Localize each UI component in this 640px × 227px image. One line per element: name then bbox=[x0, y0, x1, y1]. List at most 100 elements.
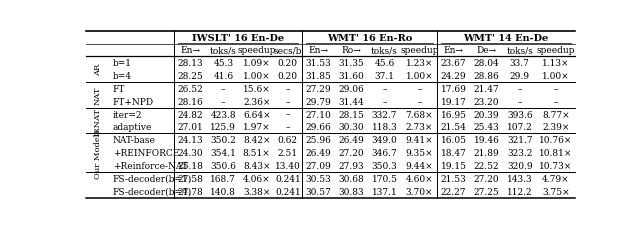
Text: 143.3: 143.3 bbox=[507, 174, 532, 183]
Text: NAT-base: NAT-base bbox=[113, 136, 156, 145]
Text: 25.96: 25.96 bbox=[305, 136, 332, 145]
Text: speedup: speedup bbox=[400, 46, 438, 55]
Text: 112.2: 112.2 bbox=[507, 187, 532, 196]
Text: 13.40: 13.40 bbox=[275, 161, 301, 170]
Text: 1.13×: 1.13× bbox=[542, 59, 570, 68]
Text: 2.51: 2.51 bbox=[278, 148, 298, 158]
Text: 15.6×: 15.6× bbox=[243, 85, 271, 94]
Text: 2.39×: 2.39× bbox=[542, 123, 570, 132]
Text: FT+NPD: FT+NPD bbox=[113, 97, 154, 106]
Text: 1.97×: 1.97× bbox=[243, 123, 271, 132]
Text: 10.81×: 10.81× bbox=[539, 148, 573, 158]
Text: De→: De→ bbox=[476, 46, 497, 55]
Text: NAT: NAT bbox=[93, 86, 102, 105]
Text: 24.13: 24.13 bbox=[178, 136, 204, 145]
Text: 0.20: 0.20 bbox=[278, 72, 298, 81]
Text: 31.53: 31.53 bbox=[305, 59, 332, 68]
Text: 29.79: 29.79 bbox=[305, 97, 332, 106]
Text: 28.86: 28.86 bbox=[474, 72, 499, 81]
Text: 107.2: 107.2 bbox=[507, 123, 532, 132]
Text: –: – bbox=[518, 85, 522, 94]
Text: 8.42×: 8.42× bbox=[243, 136, 271, 145]
Text: 350.2: 350.2 bbox=[211, 136, 236, 145]
Text: –: – bbox=[382, 85, 387, 94]
Text: Our Models: Our Models bbox=[93, 128, 102, 178]
Text: 2.73×: 2.73× bbox=[406, 123, 433, 132]
Text: WMT' 14 En-De: WMT' 14 En-De bbox=[463, 34, 548, 42]
Text: 22.27: 22.27 bbox=[441, 187, 467, 196]
Text: IRNAT: IRNAT bbox=[93, 107, 102, 135]
Text: 33.7: 33.7 bbox=[510, 59, 530, 68]
Text: toks/s: toks/s bbox=[210, 46, 237, 55]
Text: 0.20: 0.20 bbox=[278, 59, 298, 68]
Text: 31.44: 31.44 bbox=[339, 97, 364, 106]
Text: 27.20: 27.20 bbox=[474, 174, 499, 183]
Text: –: – bbox=[554, 97, 558, 106]
Text: 1.23×: 1.23× bbox=[406, 59, 433, 68]
Text: 332.7: 332.7 bbox=[372, 110, 397, 119]
Text: 30.57: 30.57 bbox=[305, 187, 332, 196]
Text: toks/s: toks/s bbox=[371, 46, 398, 55]
Text: 25.43: 25.43 bbox=[474, 123, 499, 132]
Text: 354.1: 354.1 bbox=[211, 148, 236, 158]
Text: 3.75×: 3.75× bbox=[542, 187, 570, 196]
Text: 19.17: 19.17 bbox=[441, 97, 467, 106]
Text: AR: AR bbox=[93, 64, 102, 76]
Text: 346.7: 346.7 bbox=[372, 148, 397, 158]
Text: WMT' 16 En-Ro: WMT' 16 En-Ro bbox=[327, 34, 412, 42]
Text: 26.49: 26.49 bbox=[305, 148, 332, 158]
Text: 28.15: 28.15 bbox=[338, 110, 364, 119]
Text: 27.29: 27.29 bbox=[306, 85, 332, 94]
Text: 1.00×: 1.00× bbox=[406, 72, 433, 81]
Text: 28.04: 28.04 bbox=[474, 59, 499, 68]
Text: 22.52: 22.52 bbox=[474, 161, 499, 170]
Text: –: – bbox=[285, 97, 290, 106]
Text: 1.09×: 1.09× bbox=[243, 59, 271, 68]
Text: –: – bbox=[285, 123, 290, 132]
Text: 1.00×: 1.00× bbox=[243, 72, 271, 81]
Text: –: – bbox=[417, 85, 422, 94]
Text: –: – bbox=[221, 85, 225, 94]
Text: 21.47: 21.47 bbox=[474, 85, 499, 94]
Text: 0.241: 0.241 bbox=[275, 187, 301, 196]
Text: En→: En→ bbox=[444, 46, 463, 55]
Text: 19.46: 19.46 bbox=[474, 136, 499, 145]
Text: speedup: speedup bbox=[536, 46, 575, 55]
Text: –: – bbox=[285, 110, 290, 119]
Text: 16.95: 16.95 bbox=[441, 110, 467, 119]
Text: +REINFORCE: +REINFORCE bbox=[113, 148, 179, 158]
Text: 27.58: 27.58 bbox=[178, 174, 204, 183]
Text: 19.15: 19.15 bbox=[441, 161, 467, 170]
Text: 21.54: 21.54 bbox=[441, 123, 467, 132]
Text: 25.18: 25.18 bbox=[178, 161, 204, 170]
Text: –: – bbox=[554, 85, 558, 94]
Text: 24.30: 24.30 bbox=[178, 148, 204, 158]
Text: 118.3: 118.3 bbox=[372, 123, 397, 132]
Text: 140.8: 140.8 bbox=[211, 187, 236, 196]
Text: toks/s: toks/s bbox=[506, 46, 533, 55]
Text: 170.5: 170.5 bbox=[371, 174, 397, 183]
Text: IWSLT' 16 En-De: IWSLT' 16 En-De bbox=[192, 34, 284, 42]
Text: –: – bbox=[221, 97, 225, 106]
Text: 24.82: 24.82 bbox=[178, 110, 204, 119]
Text: 393.6: 393.6 bbox=[507, 110, 532, 119]
Text: 9.41×: 9.41× bbox=[406, 136, 433, 145]
Text: 27.10: 27.10 bbox=[305, 110, 332, 119]
Text: 350.6: 350.6 bbox=[211, 161, 236, 170]
Text: 29.06: 29.06 bbox=[339, 85, 364, 94]
Text: 17.69: 17.69 bbox=[441, 85, 467, 94]
Text: FS-decoder(b=1): FS-decoder(b=1) bbox=[113, 174, 192, 183]
Text: 27.78: 27.78 bbox=[178, 187, 204, 196]
Text: 28.25: 28.25 bbox=[178, 72, 204, 81]
Text: 24.29: 24.29 bbox=[441, 72, 467, 81]
Text: 29.9: 29.9 bbox=[509, 72, 530, 81]
Text: b=1: b=1 bbox=[113, 59, 132, 68]
Text: secs/b: secs/b bbox=[274, 46, 302, 55]
Text: 423.8: 423.8 bbox=[211, 110, 236, 119]
Text: 27.01: 27.01 bbox=[178, 123, 204, 132]
Text: 9.44×: 9.44× bbox=[406, 161, 433, 170]
Text: 8.77×: 8.77× bbox=[542, 110, 570, 119]
Text: 45.6: 45.6 bbox=[374, 59, 395, 68]
Text: 31.85: 31.85 bbox=[305, 72, 332, 81]
Text: 27.93: 27.93 bbox=[339, 161, 364, 170]
